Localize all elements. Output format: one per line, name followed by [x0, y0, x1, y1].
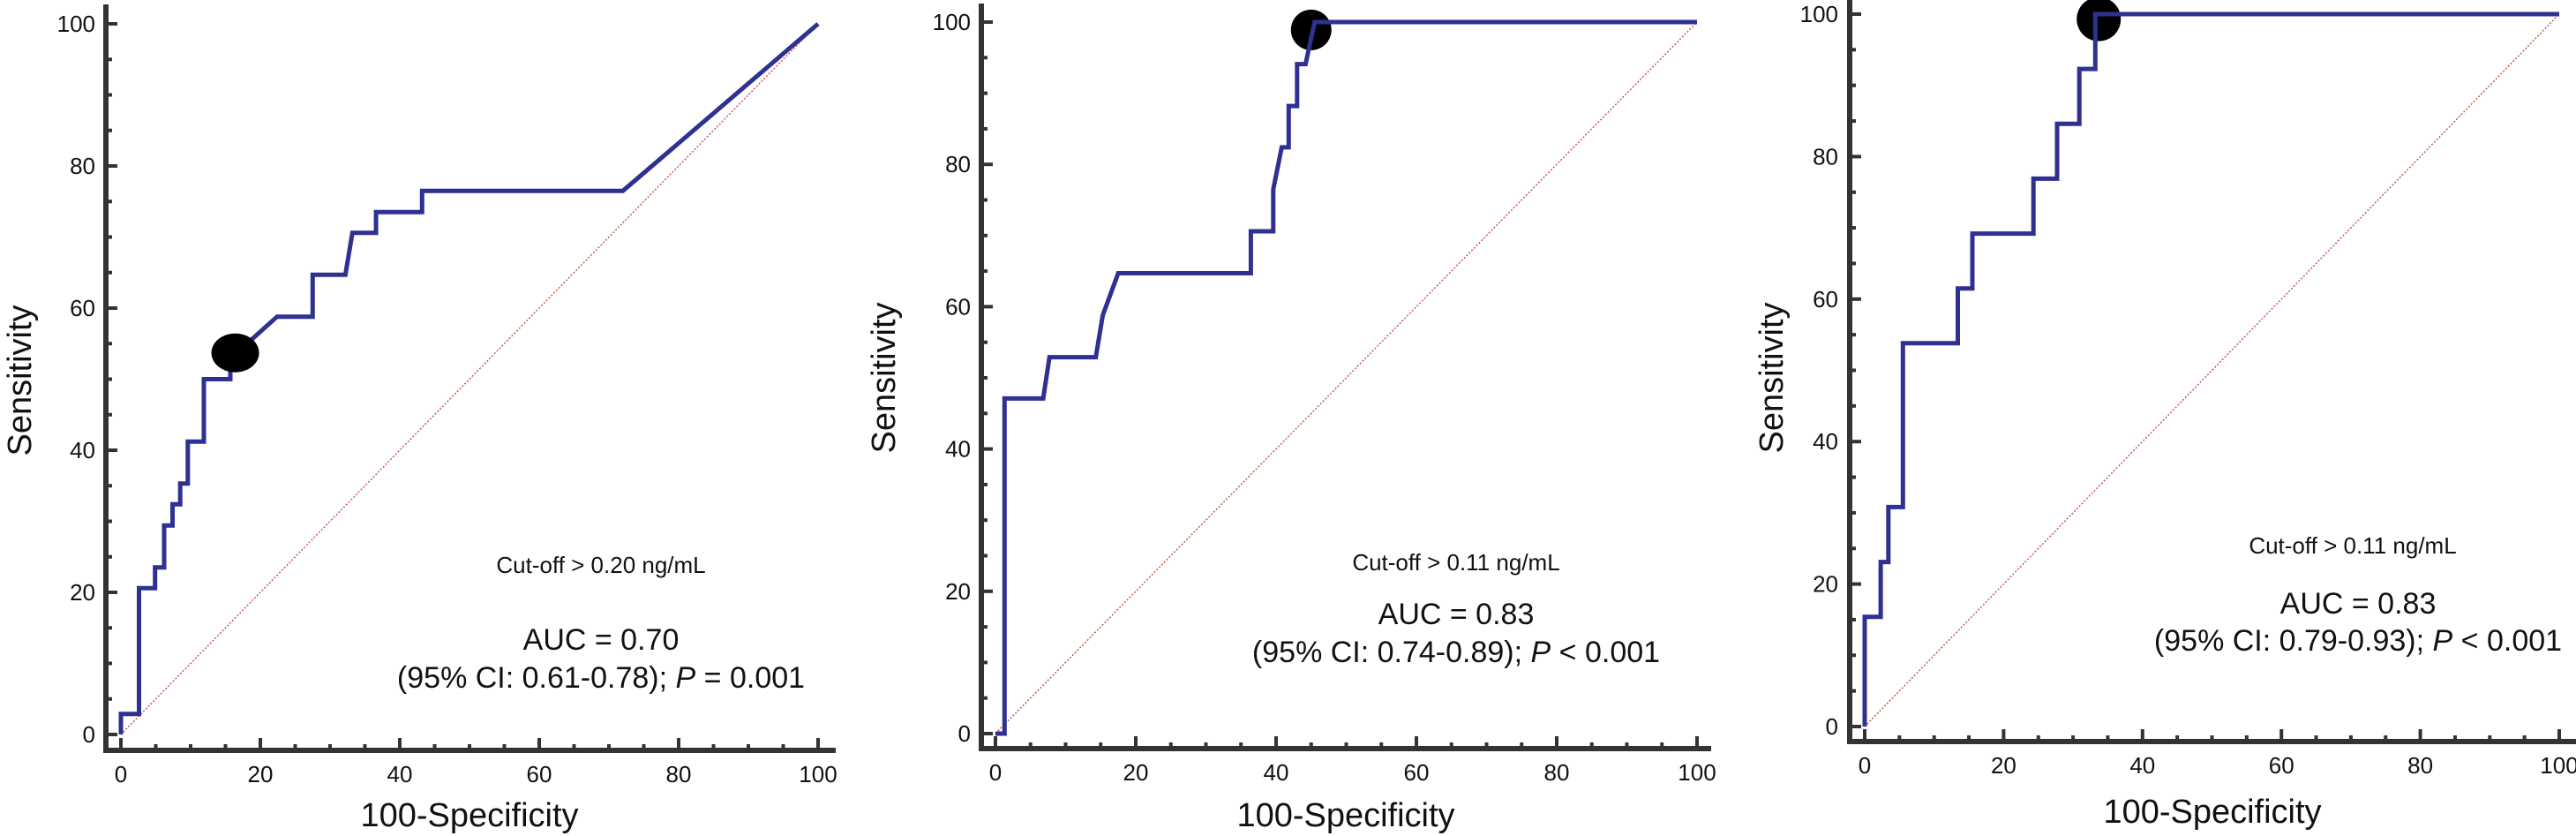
y-axis-title: Sensitivity	[1754, 302, 1791, 453]
cutoff-marker	[2077, 0, 2122, 41]
y-tick-label: 80	[945, 151, 971, 177]
y-tick-label: 60	[1813, 286, 1838, 313]
x-tick-label: 0	[115, 761, 127, 787]
y-tick-label: 80	[1813, 143, 1838, 169]
y-axis-title: Sensitivity	[866, 302, 903, 453]
y-tick-label: 60	[945, 293, 971, 320]
x-tick-label: 40	[1264, 759, 1289, 786]
x-tick-label: 20	[1123, 759, 1149, 786]
cutoff-annotation: Cut-off > 0.20 ng/mL	[496, 552, 705, 578]
ci-text: (95% CI: 0.61-0.78);	[397, 661, 676, 695]
y-tick-label: 20	[70, 579, 95, 606]
x-tick-label: 100	[799, 761, 837, 787]
y-tick-label: 20	[945, 578, 971, 605]
y-tick-label: 100	[933, 9, 971, 35]
ci-annotation: (95% CI: 0.61-0.78); P = 0.001	[397, 661, 805, 695]
x-tick-label: 80	[1544, 759, 1570, 786]
x-tick-label: 80	[666, 761, 692, 787]
plot-area-1: 0 20 40 60 80 100 0 20 40 60 80 100	[57, 4, 837, 787]
y-tick-label: 100	[1800, 1, 1838, 27]
y-tick-label: 0	[958, 720, 971, 747]
x-tick-label: 40	[2129, 752, 2155, 779]
roc-curve	[995, 19, 1697, 736]
p-symbol: P	[676, 661, 696, 695]
y-tick-label: 60	[70, 295, 95, 321]
ci-text: (95% CI: 0.79-0.93);	[2154, 624, 2433, 658]
y-tick-label: 0	[83, 721, 95, 748]
reference-line	[995, 21, 1698, 734]
x-tick-label: 60	[2269, 752, 2294, 779]
y-axis-title: Sensitivity	[2, 305, 39, 456]
x-tick-label: 40	[387, 761, 413, 787]
ci-text: (95% CI: 0.74-0.89);	[1252, 636, 1531, 669]
p-value: < 0.001	[1551, 636, 1660, 669]
x-tick-label: 60	[527, 761, 552, 787]
x-axis-title: 100-Specificity	[1236, 797, 1454, 834]
plot-area-3: 0 20 40 60 80 100 0 20 40 60 80 100	[1800, 0, 2576, 779]
plot-area-2: 0 20 40 60 80 100 0 20 40 60 80 100	[933, 4, 1716, 786]
x-tick-label: 100	[2540, 752, 2576, 779]
p-value: < 0.001	[2452, 624, 2562, 658]
x-axis-title: 100-Specificity	[2103, 794, 2321, 831]
x-tick-label: 20	[1991, 752, 2016, 779]
x-tick-label: 0	[1859, 752, 1871, 779]
roc-curve	[1862, 11, 2559, 727]
cutoff-marker	[211, 333, 259, 373]
roc-panel-3: 0 20 40 60 80 100 0 20 40 60 80 100 Sensitivity 100…	[1754, 0, 2576, 831]
y-tick-label: 40	[70, 437, 95, 463]
x-tick-label: 100	[1678, 759, 1716, 786]
y-tick-label: 40	[945, 436, 971, 463]
p-symbol: P	[1531, 636, 1551, 669]
x-tick-label: 0	[989, 759, 1002, 786]
ci-annotation: (95% CI: 0.79-0.93); P < 0.001	[2154, 624, 2562, 658]
roc-curve	[118, 22, 820, 734]
x-axis-title: 100-Specificity	[360, 797, 578, 834]
ci-annotation: (95% CI: 0.74-0.89); P < 0.001	[1252, 636, 1660, 669]
auc-annotation: AUC = 0.83	[2280, 587, 2437, 621]
reference-line	[1864, 13, 2560, 727]
x-tick-label: 80	[2407, 752, 2433, 779]
x-tick-label: 20	[248, 761, 274, 787]
roc-panel-2: 0 20 40 60 80 100 0 20 40 60 80 100 Sensitivity 100…	[866, 4, 1716, 834]
p-symbol: P	[2433, 624, 2453, 658]
auc-annotation: AUC = 0.83	[1378, 598, 1535, 631]
cutoff-annotation: Cut-off > 0.11 ng/mL	[2249, 532, 2456, 559]
roc-panel-1: 0 20 40 60 80 100 0 20 40 60 80 100 Sensitivity 100…	[2, 4, 837, 834]
y-tick-label: 20	[1813, 571, 1838, 598]
y-tick-label: 80	[70, 153, 95, 179]
p-value: = 0.001	[695, 661, 805, 695]
cutoff-annotation: Cut-off > 0.11 ng/mL	[1352, 549, 1559, 576]
auc-annotation: AUC = 0.70	[523, 623, 680, 657]
x-tick-label: 60	[1404, 759, 1430, 786]
y-tick-label: 0	[1826, 713, 1838, 740]
y-tick-label: 100	[57, 11, 95, 37]
y-tick-label: 40	[1813, 428, 1838, 455]
